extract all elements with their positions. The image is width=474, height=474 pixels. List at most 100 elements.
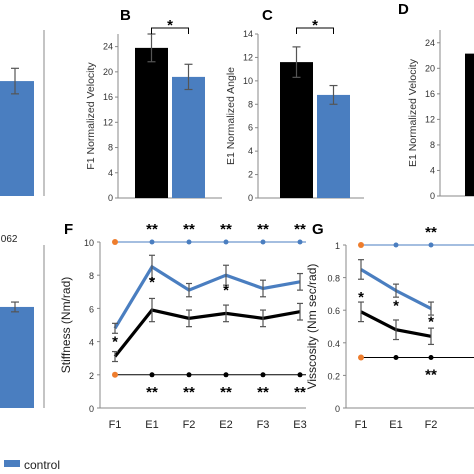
panel-c: 0 2 4 6 8 10 12 14 E1 Normalized Angle * bbox=[225, 17, 364, 203]
x-tick-label: E3 bbox=[293, 419, 306, 431]
x-tick-label: F2 bbox=[425, 419, 438, 431]
top-line-significance: ** bbox=[294, 221, 306, 238]
y-tick-label: 0.4 bbox=[327, 339, 340, 349]
y-tick-label: 4 bbox=[248, 146, 253, 156]
y-tick-label: 6 bbox=[89, 304, 94, 314]
y-tick-label: 8 bbox=[89, 271, 94, 281]
y-tick-label: 0 bbox=[430, 191, 435, 201]
top-line-significance: ** bbox=[146, 221, 158, 238]
y-tick-label: 12 bbox=[103, 117, 113, 127]
y-axis-title: Stiffness (Nm/rad) bbox=[59, 277, 73, 373]
y-tick-label: 6 bbox=[248, 123, 253, 133]
top-line-point bbox=[393, 242, 399, 248]
y-tick-label: 0 bbox=[108, 193, 113, 203]
bottom-line-significance: ** bbox=[294, 384, 306, 401]
y-tick-label: 16 bbox=[103, 92, 113, 102]
bottom-line-point bbox=[297, 372, 303, 378]
bottom-line-point bbox=[186, 372, 192, 378]
top-line-point bbox=[260, 239, 266, 245]
legend-label-control: control bbox=[24, 458, 60, 472]
bar-black bbox=[465, 53, 474, 196]
x-tick-label: F1 bbox=[355, 419, 368, 431]
y-tick-label: 1 bbox=[335, 241, 340, 251]
x-tick-label: F3 bbox=[257, 419, 270, 431]
y-tick-label: 12 bbox=[243, 52, 253, 62]
y-tick-label: 14 bbox=[243, 29, 253, 39]
significance-bracket bbox=[296, 27, 334, 34]
significance-bracket bbox=[151, 27, 189, 34]
series-line-black bbox=[113, 308, 301, 358]
y-tick-label: 4 bbox=[89, 338, 94, 348]
y-axis-title: F1 Normalized Velocity bbox=[85, 62, 97, 170]
panel-a2 bbox=[0, 245, 45, 408]
bottom-line-point bbox=[223, 372, 229, 378]
top-line-significance: ** bbox=[183, 221, 195, 238]
y-tick-label: 16 bbox=[425, 89, 435, 99]
y-tick-label: 20 bbox=[425, 63, 435, 73]
top-line-point bbox=[223, 239, 229, 245]
panel-b: 0 4 8 12 16 20 24 F1 Normalized Velocity * bbox=[85, 17, 222, 203]
y-axis-title: Visscosity (Nm sec/rad) bbox=[305, 264, 319, 390]
significance-label: * bbox=[167, 17, 173, 34]
y-tick-label: 4 bbox=[108, 168, 113, 178]
top-line-significance: ** bbox=[220, 221, 232, 238]
y-tick-label: 4 bbox=[430, 165, 435, 175]
point-significance: * bbox=[358, 289, 364, 306]
bar-control bbox=[0, 81, 34, 196]
y-tick-label: 24 bbox=[103, 42, 113, 52]
bottom-line-significance: ** bbox=[425, 366, 437, 383]
y-tick-label: 20 bbox=[103, 67, 113, 77]
x-tick-label: E1 bbox=[389, 419, 402, 431]
top-line-significance: ** bbox=[425, 224, 437, 241]
x-tick-label: F1 bbox=[109, 419, 122, 431]
y-tick-label: 0.2 bbox=[327, 371, 340, 381]
y-tick-label: 24 bbox=[425, 38, 435, 48]
panel-g: 0 0.2 0.4 0.6 0.8 1 F1 E1 F2 Visscosity (Nm sec/r… bbox=[305, 224, 474, 431]
y-tick-label: 10 bbox=[243, 76, 253, 86]
x-tick-label: E2 bbox=[219, 419, 232, 431]
y-axis-title: E1 Normalized Velocity bbox=[407, 58, 419, 167]
point-significance: * bbox=[393, 298, 399, 315]
panel-letter-c: C bbox=[262, 7, 273, 24]
y-tick-label: 0 bbox=[248, 193, 253, 203]
bottom-line-significance: ** bbox=[183, 384, 195, 401]
y-tick-label: 0 bbox=[89, 404, 94, 414]
bottom-line-start-point bbox=[358, 354, 364, 361]
panel-letter-b: B bbox=[120, 7, 131, 24]
bar-control bbox=[172, 76, 205, 198]
top-line-point bbox=[186, 239, 192, 245]
y-tick-label: 0.8 bbox=[327, 274, 340, 284]
bar-control bbox=[0, 306, 34, 408]
y-tick-label: 8 bbox=[108, 143, 113, 153]
y-tick-label: 12 bbox=[425, 114, 435, 124]
y-tick-label: 8 bbox=[430, 140, 435, 150]
y-tick-label: 2 bbox=[248, 170, 253, 180]
top-line-start-point bbox=[112, 239, 118, 245]
bottom-line-point bbox=[149, 372, 155, 378]
series-line-control bbox=[113, 264, 301, 330]
point-significance: * bbox=[149, 274, 155, 291]
x-tick-label: F2 bbox=[183, 419, 196, 431]
y-tick-label: 0 bbox=[335, 404, 340, 414]
point-significance: * bbox=[112, 334, 118, 351]
x-tick-label: E1 bbox=[145, 419, 158, 431]
bottom-line-start-point bbox=[112, 371, 118, 378]
y-tick-label: 8 bbox=[248, 99, 253, 109]
point-significance: * bbox=[223, 282, 229, 299]
y-tick-label: 10 bbox=[84, 238, 94, 248]
top-line-significance: ** bbox=[257, 221, 269, 238]
top-line-start-point bbox=[358, 242, 364, 248]
top-line-point bbox=[428, 242, 434, 248]
bar-black bbox=[135, 47, 168, 198]
panel-d: 0 4 8 12 16 20 24 E1 Normalized Velocity bbox=[407, 30, 474, 201]
bottom-line-point bbox=[393, 354, 399, 360]
bar-black bbox=[280, 62, 313, 198]
panel-a2-caption: .062 bbox=[0, 234, 18, 245]
legend-swatch-control bbox=[4, 460, 20, 467]
bottom-line-significance: ** bbox=[257, 384, 269, 401]
bottom-line-point bbox=[428, 354, 434, 360]
y-axis-title: E1 Normalized Angle bbox=[225, 67, 237, 165]
y-tick-label: 2 bbox=[89, 371, 94, 381]
